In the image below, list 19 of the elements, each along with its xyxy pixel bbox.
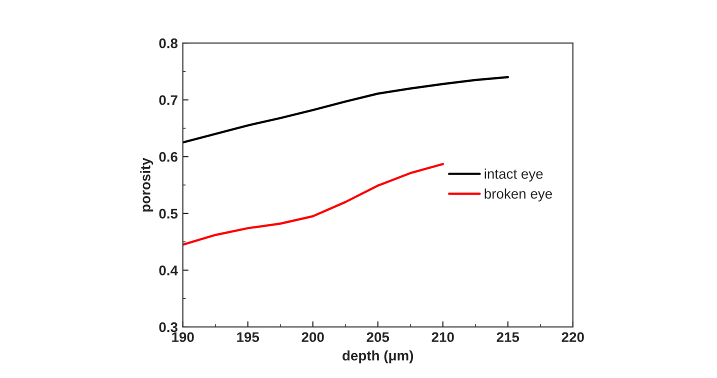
y-tick-label: 0.4 xyxy=(159,266,178,276)
x-tick-label: 190 xyxy=(172,332,194,342)
legend-label: intact eye xyxy=(484,168,543,182)
y-tick-label: 0.5 xyxy=(159,208,178,219)
x-tick-label: 195 xyxy=(237,332,260,342)
line-series xyxy=(182,76,509,144)
y-tick-label: 0.7 xyxy=(159,95,178,106)
y-axis-title: porosity xyxy=(140,158,154,212)
y-tick-label: 0.6 xyxy=(159,152,178,162)
legend-label: broken eye xyxy=(484,188,552,202)
line-series xyxy=(182,162,444,246)
x-tick-label: 220 xyxy=(562,332,584,342)
y-tick-label: 0.8 xyxy=(159,38,178,48)
x-tick-label: 210 xyxy=(432,332,454,342)
x-tick-label: 215 xyxy=(496,332,520,342)
x-tick-label: 200 xyxy=(302,332,324,342)
x-axis-title: depth (μm) xyxy=(342,350,414,364)
y-tick-label: 0.3 xyxy=(159,322,178,332)
x-tick-label: 205 xyxy=(366,332,390,342)
